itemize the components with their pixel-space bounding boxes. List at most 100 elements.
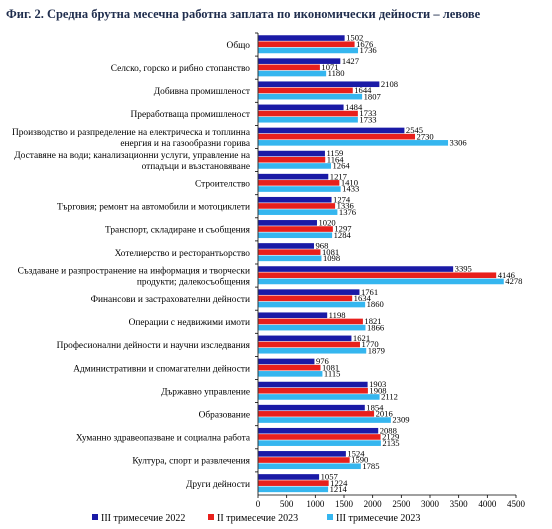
category-label: Държавно управление [161,387,250,397]
data-label: 1733 [359,108,376,118]
data-label: 1770 [361,339,378,349]
category-label: Транспорт, складиране и съобщения [105,225,251,236]
data-label: 4146 [498,270,516,280]
data-label: 1644 [354,85,372,95]
data-label: 968 [315,241,328,251]
bar [258,335,352,342]
data-label: 1854 [366,402,384,412]
bar [258,480,329,486]
data-label: 2545 [406,125,423,135]
data-label: 2016 [376,408,394,418]
legend: III тримесечие 2022 II тримесечие 2023 III… [92,513,420,524]
bar [258,358,315,365]
data-label: 1376 [339,207,357,217]
data-label: 1761 [361,287,378,297]
category-label: продукти; далекосъобщения [137,276,251,287]
bar [258,474,320,480]
x-tick-label: 0 [256,499,261,509]
data-label: 1264 [332,161,350,171]
data-label: 1821 [364,316,381,326]
bar [258,232,333,239]
bar [258,295,353,302]
data-label: 2730 [417,131,434,141]
category-label: Професионални дейности и научни изследва… [57,340,251,351]
bar [258,81,380,88]
category-label: Добивна промишленост [154,86,250,97]
bar [258,381,368,388]
bar [258,463,361,470]
bar [258,180,340,186]
legend-swatch [327,514,333,520]
data-label: 1733 [359,114,376,124]
category-label: Култура, спорт и развлечения [132,457,250,467]
data-label: 1860 [367,299,384,309]
bar [258,133,416,140]
bar [258,371,323,377]
chart-title: Фиг. 2. Средна брутна месечна работна за… [6,7,481,21]
bar [258,434,381,440]
x-tick-label: 1000 [306,499,325,509]
data-label: 1410 [341,177,358,187]
bar [258,196,332,203]
x-tick-label: 3000 [421,499,440,509]
bar [258,266,454,272]
legend-swatch [208,514,214,520]
bar [258,110,358,117]
bar [258,324,366,331]
data-label: 1502 [346,33,363,43]
bar [258,451,346,457]
legend-label: III тримесечие 2022 [101,513,185,524]
data-label: 3395 [455,264,472,274]
bar [258,301,366,308]
bar [258,93,363,100]
data-label: 1098 [323,253,340,263]
data-label: 1081 [322,247,339,257]
bar [258,427,379,434]
category-label: Строителство [195,179,250,189]
category-label: Общо [227,40,251,51]
bar [258,249,321,255]
bar [258,255,322,262]
data-label: 1057 [321,472,339,482]
bar [258,387,368,394]
data-label: 1180 [328,68,345,78]
bar [258,486,329,493]
category-label: Създаване и разпространение на информаци… [18,265,250,276]
category-label: енергия и на газообразни горива [120,138,250,149]
bar [258,440,381,446]
x-tick-label: 4500 [507,499,526,509]
data-label: 2088 [380,425,397,435]
bar [258,35,345,41]
data-label: 1866 [367,322,385,332]
x-tick-label: 1500 [335,499,354,509]
bar [258,394,380,400]
category-label: Административни и спомагателни дейности [73,363,250,374]
bar [258,156,326,163]
category-label: Доставяне на води; канализационни услуги… [14,151,251,161]
data-label: 1284 [334,230,352,240]
data-label: 1807 [364,91,382,101]
data-label: 976 [316,356,330,366]
bar [258,404,365,411]
category-label: Операции с недвижими имоти [129,318,250,328]
bar [258,173,329,180]
bar [258,243,314,249]
category-label: отпадъци и възстановяване [142,162,250,172]
bar [258,226,333,232]
legend-swatch [92,514,98,520]
category-label: Производство и разпределение на електрич… [12,128,251,138]
bar [258,220,317,226]
bar [258,104,344,111]
data-label: 2112 [381,392,398,402]
data-label: 1159 [326,148,343,158]
bar [258,163,331,169]
category-label: Хуманно здравеопазване и социална работа [76,433,251,444]
x-tick-label: 2000 [364,499,383,509]
bar [258,312,328,319]
data-label: 1217 [330,171,348,181]
data-label: 2129 [382,432,399,442]
category-label: Преработваща промишленост [130,109,250,120]
bar [258,150,325,157]
bar [258,341,360,348]
